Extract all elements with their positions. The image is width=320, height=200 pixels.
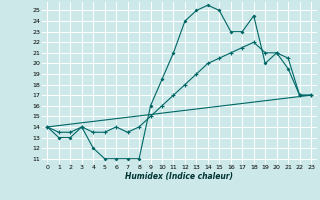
X-axis label: Humidex (Indice chaleur): Humidex (Indice chaleur) <box>125 172 233 181</box>
